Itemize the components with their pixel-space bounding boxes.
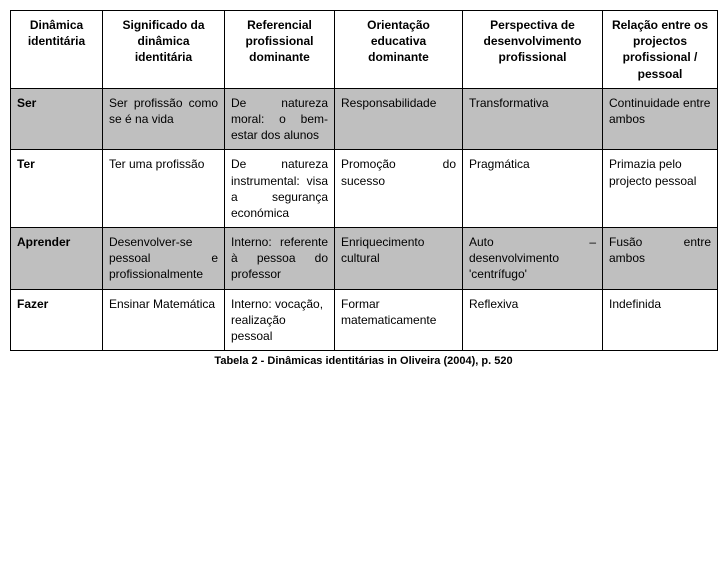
cell: Transformativa [463, 88, 603, 150]
row-head: Fazer [11, 289, 103, 351]
cell: Pragmática [463, 150, 603, 228]
table-row: Ser Ser profissão como se é na vida De n… [11, 88, 718, 150]
col-header: Perspectiva de desenvolvimento profissio… [463, 11, 603, 89]
cell: Desenvolver-se pessoal e profissionalmen… [103, 228, 225, 290]
cell: Interno: vocação, realização pessoal [225, 289, 335, 351]
cell: Fusão entre ambos [603, 228, 718, 290]
row-head: Aprender [11, 228, 103, 290]
table-header-row: Dinâmica identitária Significado da dinâ… [11, 11, 718, 89]
table-row: Aprender Desenvolver-se pessoal e profis… [11, 228, 718, 290]
col-header: Relação entre os projectos profissional … [603, 11, 718, 89]
cell: Ser profissão como se é na vida [103, 88, 225, 150]
table-caption: Tabela 2 - Dinâmicas identitárias in Oli… [10, 355, 717, 367]
cell: Formar matematicamente [335, 289, 463, 351]
cell: Interno: referente à pessoa do professor [225, 228, 335, 290]
cell: De natureza instrumental: visa a seguran… [225, 150, 335, 228]
cell: Auto – desenvolvimento 'centrífugo' [463, 228, 603, 290]
cell: Reflexiva [463, 289, 603, 351]
cell: Promoção do sucesso [335, 150, 463, 228]
cell: Enriquecimento cultural [335, 228, 463, 290]
table-row: Fazer Ensinar Matemática Interno: vocaçã… [11, 289, 718, 351]
cell: Ensinar Matemática [103, 289, 225, 351]
cell: Primazia pelo projecto pessoal [603, 150, 718, 228]
col-header: Referencial profissional dominante [225, 11, 335, 89]
col-header: Dinâmica identitária [11, 11, 103, 89]
cell: Ter uma profissão [103, 150, 225, 228]
col-header: Significado da dinâmica identitária [103, 11, 225, 89]
table-row: Ter Ter uma profissão De natureza instru… [11, 150, 718, 228]
col-header: Orientação educativa dominante [335, 11, 463, 89]
cell: Responsabilidade [335, 88, 463, 150]
cell: Continuidade entre ambos [603, 88, 718, 150]
identity-dynamics-table: Dinâmica identitária Significado da dinâ… [10, 10, 718, 351]
row-head: Ter [11, 150, 103, 228]
row-head: Ser [11, 88, 103, 150]
cell: De natureza moral: o bem-estar dos aluno… [225, 88, 335, 150]
cell: Indefinida [603, 289, 718, 351]
